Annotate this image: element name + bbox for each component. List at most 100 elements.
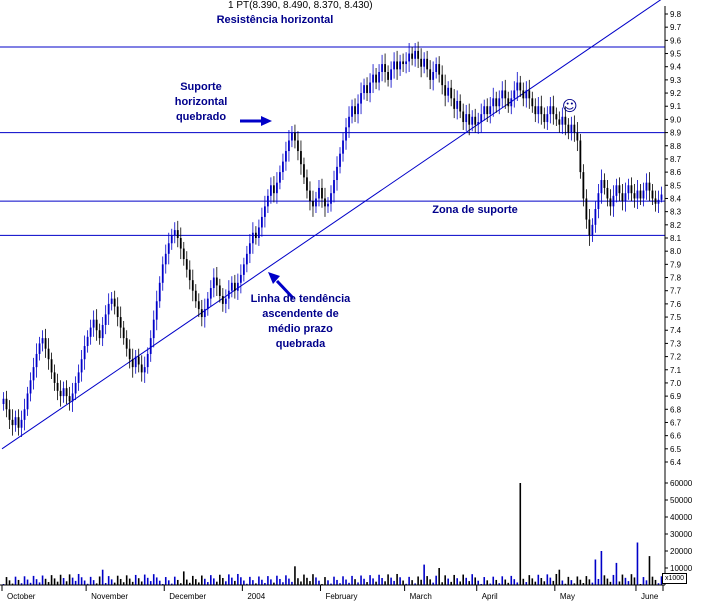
- candle-body: [468, 114, 471, 125]
- volume-bar: [336, 579, 338, 585]
- annotation-linha-de-tendencia: Linha de tendência ascendente de médio p…: [250, 293, 351, 350]
- volume-bar: [17, 579, 20, 585]
- candle-body: [203, 309, 206, 318]
- candle-body: [564, 116, 567, 125]
- candle-body: [528, 90, 531, 99]
- candle-body: [477, 122, 480, 125]
- volume-bar: [471, 574, 474, 585]
- candle-body: [104, 314, 107, 325]
- arrow-up-left-icon: [268, 272, 295, 300]
- price-tick-label: 9.1: [670, 102, 682, 111]
- candle-body: [516, 82, 519, 91]
- volume-bar: [609, 581, 612, 585]
- volume-bar: [176, 579, 179, 585]
- candle-body: [357, 103, 359, 115]
- candle-body: [426, 58, 429, 70]
- volume-bar: [173, 576, 176, 585]
- volume-bar: [531, 578, 534, 585]
- volume-bar: [351, 575, 353, 585]
- volume-bar: [534, 581, 537, 585]
- candle-body: [429, 69, 432, 80]
- candle-body: [86, 336, 89, 347]
- volume-bar: [474, 577, 477, 585]
- volume-bar: [113, 582, 116, 585]
- price-tick-label: 9.6: [670, 36, 682, 45]
- volume-bar: [119, 578, 122, 585]
- price-tick-label: 9.8: [670, 10, 682, 19]
- candle-body: [480, 114, 483, 123]
- volume-bar: [582, 583, 585, 585]
- candle-body: [312, 201, 314, 207]
- volume-bar: [648, 556, 651, 585]
- volume-bar: [276, 575, 278, 585]
- volume-bar: [555, 573, 558, 585]
- price-tick-label: 9.0: [670, 115, 682, 124]
- volume-tick-label: 60000: [670, 479, 693, 488]
- candle-body: [363, 85, 365, 94]
- candle-body: [270, 185, 272, 196]
- volume-bar: [297, 578, 299, 585]
- volume-bar: [390, 577, 392, 585]
- volume-bar: [459, 581, 461, 585]
- volume-bar: [303, 574, 305, 585]
- volume-bar: [588, 579, 591, 585]
- volume-bar: [519, 483, 522, 585]
- candle-body: [639, 190, 642, 199]
- candle-body: [2, 398, 5, 405]
- candle-body: [176, 230, 179, 238]
- candle-body: [594, 209, 597, 225]
- volume-bar: [14, 576, 17, 585]
- candle-body: [336, 166, 338, 181]
- volume-bar: [267, 576, 269, 585]
- volume-bar: [603, 575, 606, 585]
- volume-bar: [32, 575, 35, 585]
- candle-body: [414, 50, 417, 59]
- candle-body: [534, 106, 537, 115]
- candle-body: [179, 238, 182, 249]
- candle-body: [68, 396, 71, 402]
- candle-body: [366, 85, 368, 94]
- price-tick-label: 7.8: [670, 274, 682, 283]
- volume-bar: [429, 579, 431, 585]
- ascending-trendline: [1, 0, 662, 450]
- price-tick-label: 8.4: [670, 194, 682, 203]
- volume-bar: [285, 575, 287, 585]
- volume-bar: [405, 583, 407, 585]
- candle-body: [531, 98, 534, 107]
- volume-bar: [155, 577, 158, 585]
- volume-bar: [321, 583, 323, 585]
- candle-body: [330, 193, 332, 204]
- candle-body: [14, 417, 17, 426]
- candle-body: [188, 269, 191, 281]
- candle-body: [191, 280, 194, 291]
- volume-bar: [243, 580, 245, 585]
- volume-bar: [453, 574, 455, 585]
- candle-body: [267, 195, 269, 207]
- volume-bar: [624, 577, 627, 585]
- volume-bar: [194, 579, 197, 585]
- candle-body: [254, 232, 257, 238]
- volume-bar: [630, 574, 633, 585]
- candle-body: [279, 172, 281, 183]
- volume-bar: [504, 579, 507, 585]
- volume-bar: [104, 583, 107, 585]
- volume-bar: [525, 582, 528, 585]
- candle-body: [276, 182, 278, 194]
- volume-bar: [420, 579, 422, 585]
- volume-bar: [152, 574, 155, 585]
- volume-bar: [318, 580, 320, 585]
- candle-body: [465, 114, 468, 123]
- volume-bar: [435, 575, 437, 585]
- candle-body: [507, 98, 510, 107]
- candle-body: [390, 69, 392, 80]
- candle-body: [612, 195, 615, 207]
- volume-bar: [438, 568, 440, 585]
- volume-bar: [399, 577, 401, 585]
- volume-bar: [5, 577, 8, 585]
- volume-bar: [579, 579, 582, 585]
- candle-body: [546, 114, 549, 123]
- volume-bar: [201, 575, 203, 585]
- volume-bar: [182, 571, 185, 585]
- volume-bar: [339, 583, 341, 585]
